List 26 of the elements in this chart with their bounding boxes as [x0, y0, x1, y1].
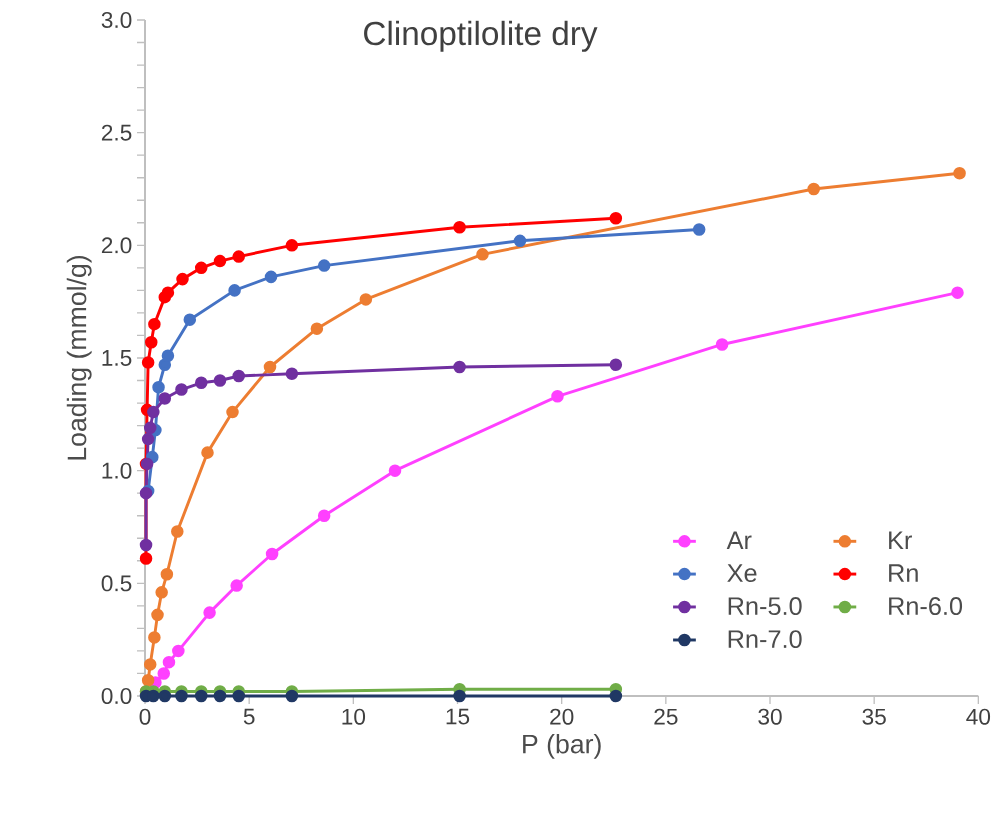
x-tick-label: 35 — [862, 708, 886, 725]
x-axis-title: P (bar) — [523, 733, 601, 759]
legend-label: Ar — [726, 531, 752, 550]
y-tick-label: 0.0 — [101, 687, 132, 705]
y-tick-label: 0.5 — [101, 575, 132, 592]
y-tick-label: 2.0 — [101, 237, 132, 254]
x-tick-label: 0 — [139, 708, 151, 725]
x-tick-label: 20 — [550, 708, 574, 725]
x-tick-label: 10 — [342, 708, 366, 725]
legend-label: Rn-7.0 — [728, 630, 802, 649]
y-tick-label: 1.0 — [102, 462, 132, 479]
y-tick-label: 3.0 — [101, 11, 132, 29]
x-tick-label: 30 — [758, 708, 782, 725]
y-axis-title: Loading (mmol/g) — [66, 255, 92, 460]
x-tick-label: 5 — [243, 708, 255, 725]
x-tick-label: 25 — [654, 708, 678, 725]
y-tick-label: 2.5 — [101, 124, 132, 141]
legend-label: Rn-5.0 — [728, 597, 802, 616]
legend-label: Kr — [889, 531, 912, 550]
legend-label: Rn-6.0 — [889, 597, 963, 616]
y-tick-label: 1.5 — [102, 350, 132, 366]
chart-title: Clinoptilolite dry — [364, 20, 598, 52]
x-tick-label: 15 — [446, 708, 470, 725]
x-tick-label: 40 — [966, 708, 991, 725]
legend-label: Rn — [889, 564, 918, 582]
legend-label: Xe — [727, 564, 757, 583]
